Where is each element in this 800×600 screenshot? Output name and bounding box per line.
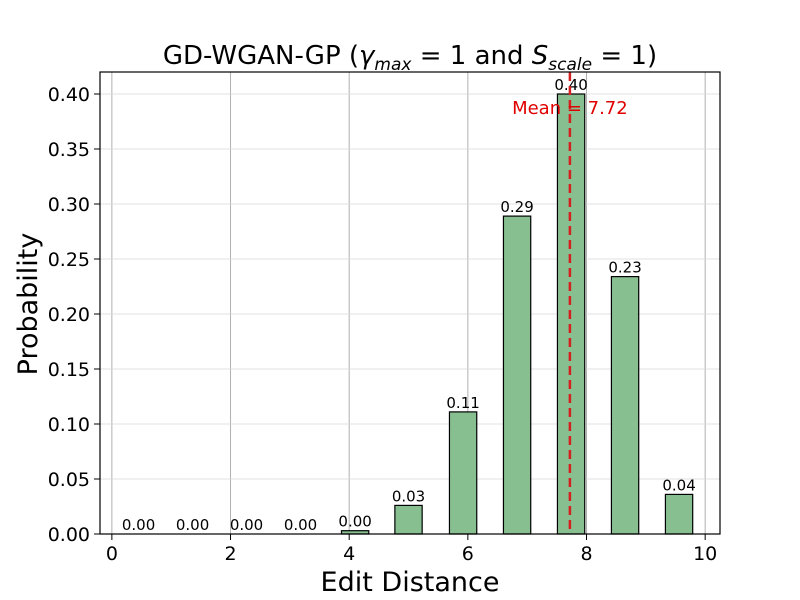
bar <box>448 411 478 535</box>
bar-value-label: 0.00 <box>122 516 155 534</box>
chart-title: GD-WGAN-GP (γmax = 1 and Sscale = 1) <box>163 41 657 75</box>
y-tick-label: 0.25 <box>48 249 90 271</box>
x-tick-label: 6 <box>462 543 474 565</box>
bar-value-label: 0.11 <box>446 394 479 412</box>
bar-value-label: 0.03 <box>392 487 425 505</box>
bar-value-label: 0.23 <box>608 259 641 277</box>
plot-frame <box>99 71 721 535</box>
bar-value-label: 0.00 <box>176 516 209 534</box>
y-axis-label: Probability <box>13 233 44 376</box>
mean-label: Mean = 7.72 <box>512 98 628 119</box>
mean-marker: Mean = 7.72 <box>512 72 628 534</box>
bar-value-label: 0.29 <box>500 198 533 216</box>
y-tick-label: 0.00 <box>48 524 90 546</box>
bars: 0.00 0.00 0.00 0.00 0.00 0.03 0.11 0.29 0.40 0.23… <box>122 76 696 535</box>
bar <box>394 504 423 535</box>
x-tick-label: 4 <box>343 543 355 565</box>
axes: 0 2 4 6 8 10 0.00 0.05 0.10 0.15 0.20 0.25 0.30 0.35 0… <box>48 71 721 565</box>
x-tick-label: 10 <box>693 543 717 565</box>
bar-value-label: 0.00 <box>338 513 371 531</box>
y-tick-label: 0.30 <box>48 194 90 216</box>
bar-value-label: 0.04 <box>662 476 695 494</box>
x-tick-label: 8 <box>580 543 592 565</box>
y-tick-label: 0.10 <box>48 414 90 436</box>
x-tick-label: 0 <box>106 543 118 565</box>
bar-value-label: 0.40 <box>554 76 587 94</box>
bar <box>610 276 640 535</box>
grid-lines <box>100 72 720 535</box>
y-tick-label: 0.15 <box>48 359 90 381</box>
bar <box>502 215 532 535</box>
y-tick-label: 0.20 <box>48 304 90 326</box>
y-tick-label: 0.40 <box>48 84 90 106</box>
y-tick-label: 0.35 <box>48 139 90 161</box>
x-axis-label: Edit Distance <box>321 567 500 598</box>
y-tick-label: 0.05 <box>48 469 90 491</box>
bar-value-label: 0.00 <box>230 516 263 534</box>
bar <box>664 493 694 535</box>
x-tick-label: 2 <box>224 543 236 565</box>
bar-value-label: 0.00 <box>284 516 317 534</box>
